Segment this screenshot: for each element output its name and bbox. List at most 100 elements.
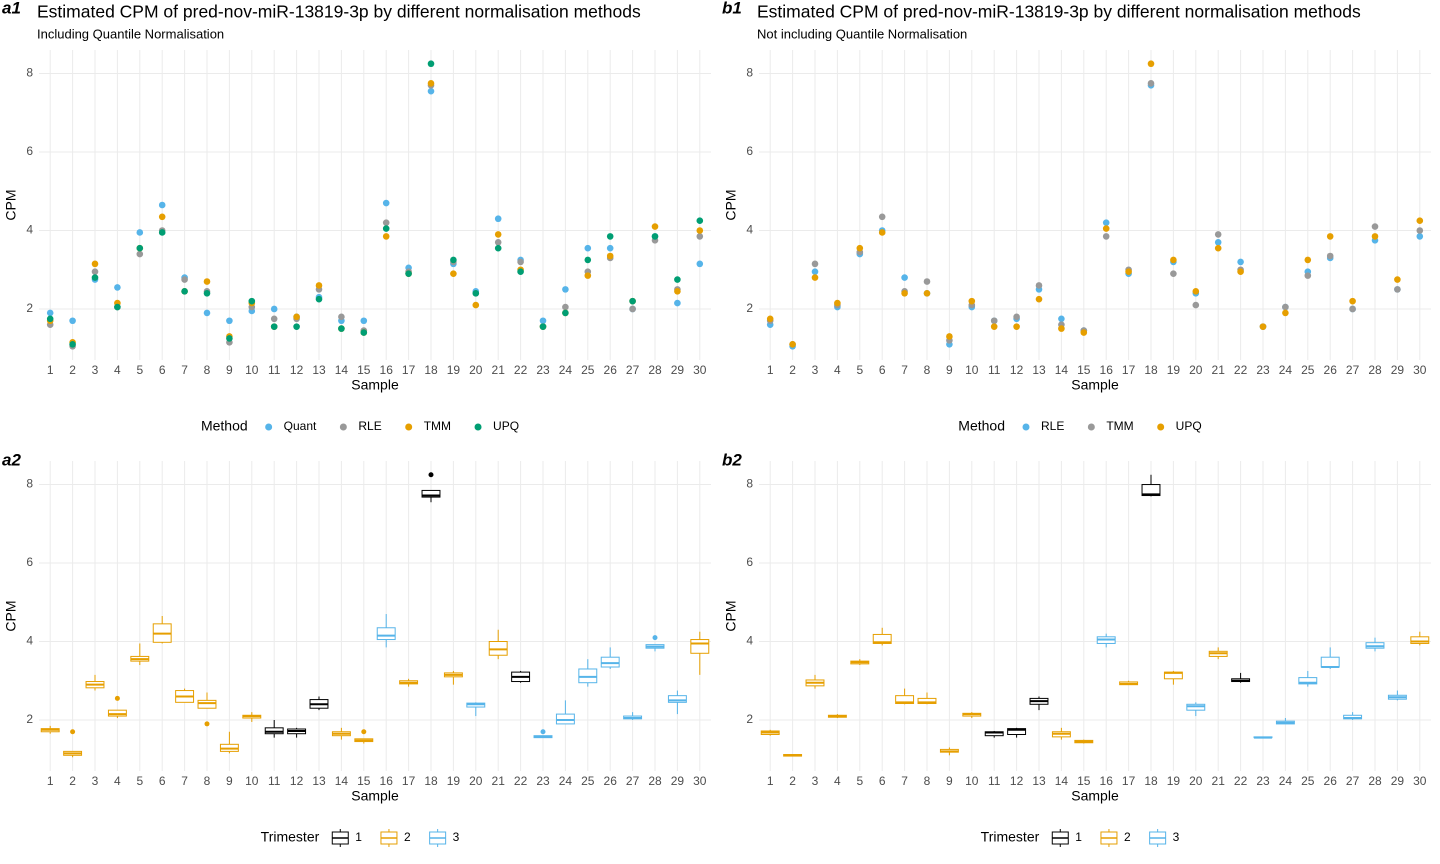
x-tick-label: 7 (181, 774, 188, 788)
outlier (652, 635, 658, 641)
x-tick-label: 18 (1144, 774, 1158, 788)
x-tick-label: 1 (767, 363, 774, 377)
x-tick-label: 22 (514, 363, 528, 377)
point (606, 233, 614, 240)
box (1298, 677, 1318, 685)
point (878, 213, 886, 221)
x-tick-label: 7 (901, 363, 908, 377)
legend-label: 1 (1075, 830, 1082, 844)
point (1013, 313, 1020, 321)
box (690, 639, 710, 654)
point (946, 333, 953, 340)
x-tick-label: 9 (226, 363, 233, 377)
point (1282, 309, 1289, 317)
point (674, 299, 681, 307)
x-tick-label: 21 (1212, 774, 1226, 788)
point (203, 278, 211, 285)
point (766, 315, 774, 323)
point (878, 229, 886, 236)
y-tick-label: 4 (26, 634, 33, 648)
point (226, 335, 233, 342)
x-tick-label: 12 (290, 774, 304, 788)
x-tick-label: 26 (604, 774, 618, 788)
point (834, 299, 841, 307)
x-tick-label: 4 (834, 774, 841, 788)
legend-title: Method (201, 418, 248, 434)
point (203, 309, 211, 317)
point (1102, 225, 1110, 232)
x-tick-label: 25 (581, 363, 595, 377)
x-tick-label: 27 (1346, 363, 1360, 377)
legend-key (265, 423, 273, 431)
x-tick-label: 19 (447, 774, 461, 788)
chart-subtitle: Not including Quantile Normalisation (757, 26, 967, 41)
x-tick-label: 30 (1413, 363, 1427, 377)
x-tick-label: 17 (402, 774, 416, 788)
x-tick-label: 30 (1413, 774, 1427, 788)
legend-key (1157, 423, 1165, 431)
box (895, 695, 915, 705)
x-axis-title: Sample (351, 377, 399, 393)
legend-label: TMM (424, 419, 451, 433)
x-tick-label: 19 (447, 363, 461, 377)
point (1080, 329, 1088, 336)
point (1416, 217, 1424, 224)
x-tick-label: 24 (559, 363, 573, 377)
x-tick-label: 15 (357, 363, 371, 377)
legend-title: Method (958, 418, 1005, 434)
point (427, 87, 435, 95)
box (667, 695, 687, 703)
x-tick-label: 12 (1010, 774, 1024, 788)
x-tick-label: 10 (245, 774, 259, 788)
point (674, 288, 681, 295)
x-tick-label: 14 (1055, 363, 1069, 377)
point (114, 303, 121, 311)
point (606, 244, 614, 252)
point (69, 341, 76, 348)
point (1147, 80, 1155, 87)
x-tick-label: 15 (1077, 363, 1091, 377)
y-tick-label: 8 (746, 66, 753, 80)
point (901, 274, 908, 281)
point (1214, 244, 1222, 252)
y-axis-title: CPM (3, 189, 19, 220)
x-tick-label: 5 (136, 774, 143, 788)
x-tick-label: 24 (1279, 363, 1293, 377)
x-tick-label: 29 (671, 774, 685, 788)
box (1410, 636, 1430, 644)
x-tick-label: 8 (204, 774, 211, 788)
point (1371, 233, 1379, 240)
x-tick-label: 9 (946, 363, 953, 377)
point (1304, 272, 1312, 279)
point (158, 213, 166, 221)
x-tick-label: 14 (335, 774, 349, 788)
point (91, 260, 99, 268)
point (539, 317, 547, 325)
point (901, 289, 908, 297)
point (494, 215, 502, 223)
legend-label: 2 (1124, 830, 1131, 844)
x-tick-label: 23 (1256, 774, 1270, 788)
legend-label: 2 (404, 830, 411, 844)
y-tick-label: 8 (746, 477, 753, 491)
point (1102, 233, 1110, 240)
point (1259, 323, 1267, 330)
x-tick-label: 13 (312, 363, 326, 377)
point (136, 244, 144, 252)
point (427, 60, 435, 68)
point (562, 309, 569, 317)
panel-label: a1 (2, 0, 21, 17)
point (1192, 288, 1200, 295)
x-tick-label: 18 (1144, 363, 1158, 377)
point (382, 225, 390, 232)
x-tick-label: 20 (469, 363, 483, 377)
x-tick-label: 4 (834, 363, 841, 377)
x-tick-label: 2 (789, 774, 796, 788)
point (46, 315, 54, 323)
point (226, 317, 233, 325)
box (1007, 728, 1027, 736)
point (811, 268, 819, 276)
point (315, 295, 323, 303)
x-tick-label: 20 (469, 774, 483, 788)
